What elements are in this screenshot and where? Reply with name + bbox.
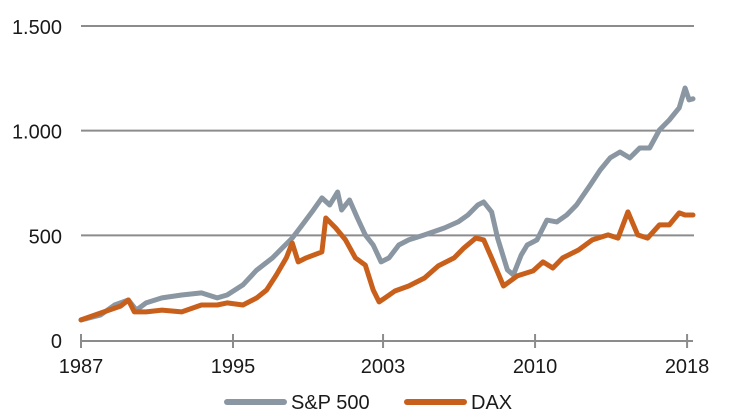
- y-tick-label: 0: [51, 331, 62, 353]
- x-tick-label: 1987: [59, 356, 104, 378]
- x-tick-label: 2018: [665, 356, 710, 378]
- y-axis: 0 500 1.000 1.500: [12, 17, 62, 353]
- x-tick-label: 1995: [211, 356, 256, 378]
- legend: S&P 500 DAX: [224, 392, 512, 414]
- x-tick-label: 2003: [361, 356, 406, 378]
- series-line-sp500: [78, 85, 696, 323]
- y-tick-label: 500: [29, 226, 62, 248]
- y-tick-label: 1.000: [12, 122, 62, 144]
- legend-item-sp500: S&P 500: [224, 392, 370, 414]
- gridlines: [81, 25, 694, 237]
- legend-label: DAX: [471, 392, 512, 414]
- series-line-dax: [78, 209, 696, 323]
- series-lines: [78, 85, 696, 323]
- y-tick-label: 1.500: [12, 17, 62, 39]
- legend-item-dax: DAX: [404, 392, 512, 414]
- x-axis: 1987 1995 2003 2010 2018: [59, 334, 710, 378]
- x-tick-label: 2010: [513, 356, 558, 378]
- legend-label: S&P 500: [291, 392, 370, 414]
